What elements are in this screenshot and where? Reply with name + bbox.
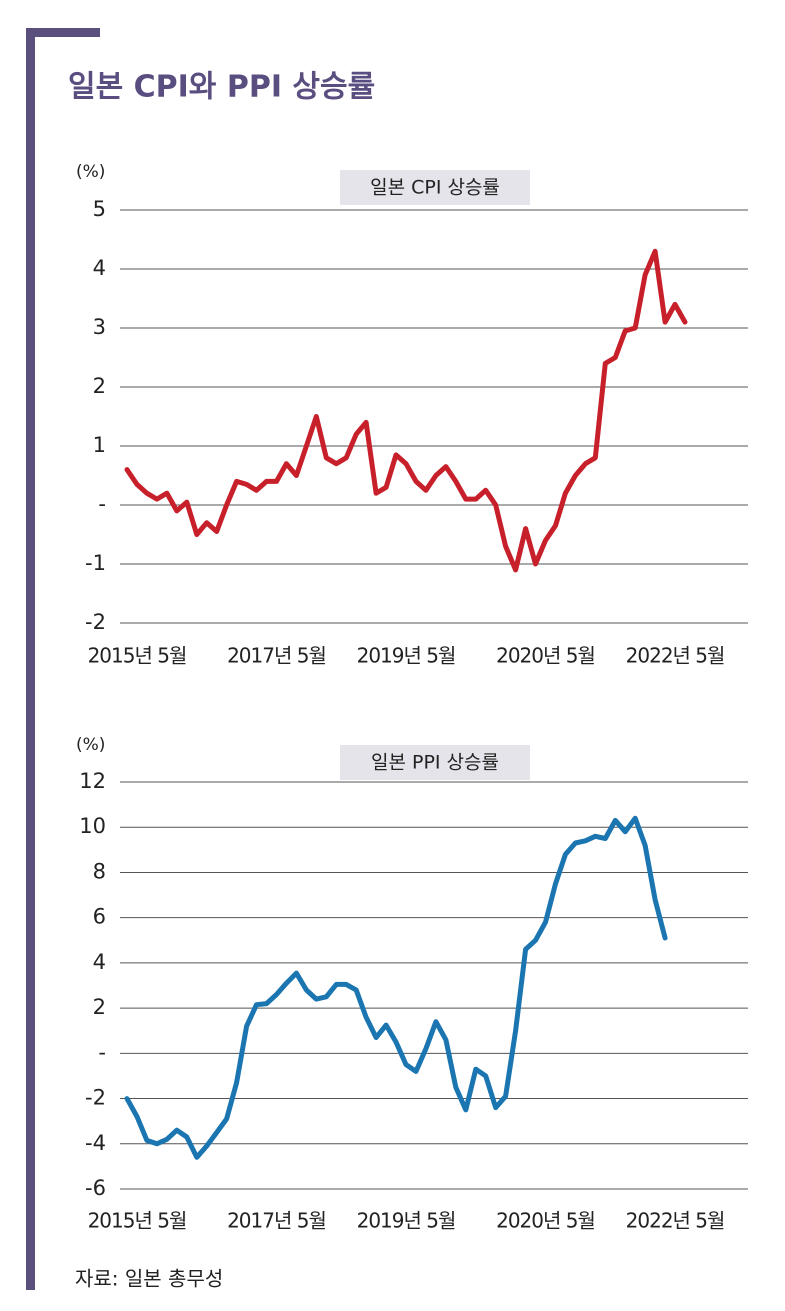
y-tick-label: -1 [85, 551, 106, 575]
y-unit: (%) [76, 735, 105, 755]
frame-bar [26, 28, 35, 1290]
y-tick-label: -2 [85, 1086, 106, 1110]
frame-stub [26, 28, 100, 37]
y-tick-label: 5 [93, 197, 106, 221]
x-tick-label: 2022년 5월 [626, 644, 725, 668]
data-line [124, 248, 688, 573]
x-tick-label: 2019년 5월 [357, 1209, 456, 1233]
y-tick-label: 4 [93, 256, 106, 280]
x-tick-label: 2020년 5월 [496, 1209, 595, 1233]
x-tick-label: 2015년 5월 [88, 644, 187, 668]
x-tick-label: 2020년 5월 [496, 644, 595, 668]
source: 자료: 일본 총무성 [75, 1267, 223, 1291]
chart-title: 일본 CPI 상승률 [370, 177, 500, 199]
y-tick-label: 10 [79, 814, 106, 838]
title-box [340, 745, 530, 780]
y-tick-label: -2 [85, 610, 106, 634]
y-tick-label: 6 [93, 905, 106, 929]
y-tick-label: 8 [93, 859, 106, 883]
x-tick-label: 2022년 5월 [626, 1209, 725, 1233]
x-tick-label: 2019년 5월 [357, 644, 456, 668]
x-tick-label: 2017년 5월 [227, 1209, 326, 1233]
title-box [340, 170, 530, 205]
y-tick-label: 4 [93, 950, 106, 974]
y-tick-label: -4 [85, 1131, 106, 1155]
y-tick-label: 12 [79, 769, 106, 793]
y-tick-label: - [98, 492, 106, 516]
x-tick-label: 2017년 5월 [227, 644, 326, 668]
y-unit: (%) [76, 162, 105, 182]
chart-title: 일본 PPI 상승률 [371, 752, 499, 774]
y-tick-label: 1 [93, 433, 106, 457]
y-tick-label: 3 [93, 315, 106, 339]
y-tick-label: 2 [93, 995, 106, 1019]
y-tick-label: 2 [93, 374, 106, 398]
x-tick-label: 2015년 5월 [88, 1209, 187, 1233]
page-title: 일본 CPI와 PPI 상승률 [68, 70, 375, 105]
y-tick-label: -6 [85, 1176, 106, 1200]
data-line [124, 815, 668, 1160]
y-tick-label: - [98, 1040, 106, 1064]
